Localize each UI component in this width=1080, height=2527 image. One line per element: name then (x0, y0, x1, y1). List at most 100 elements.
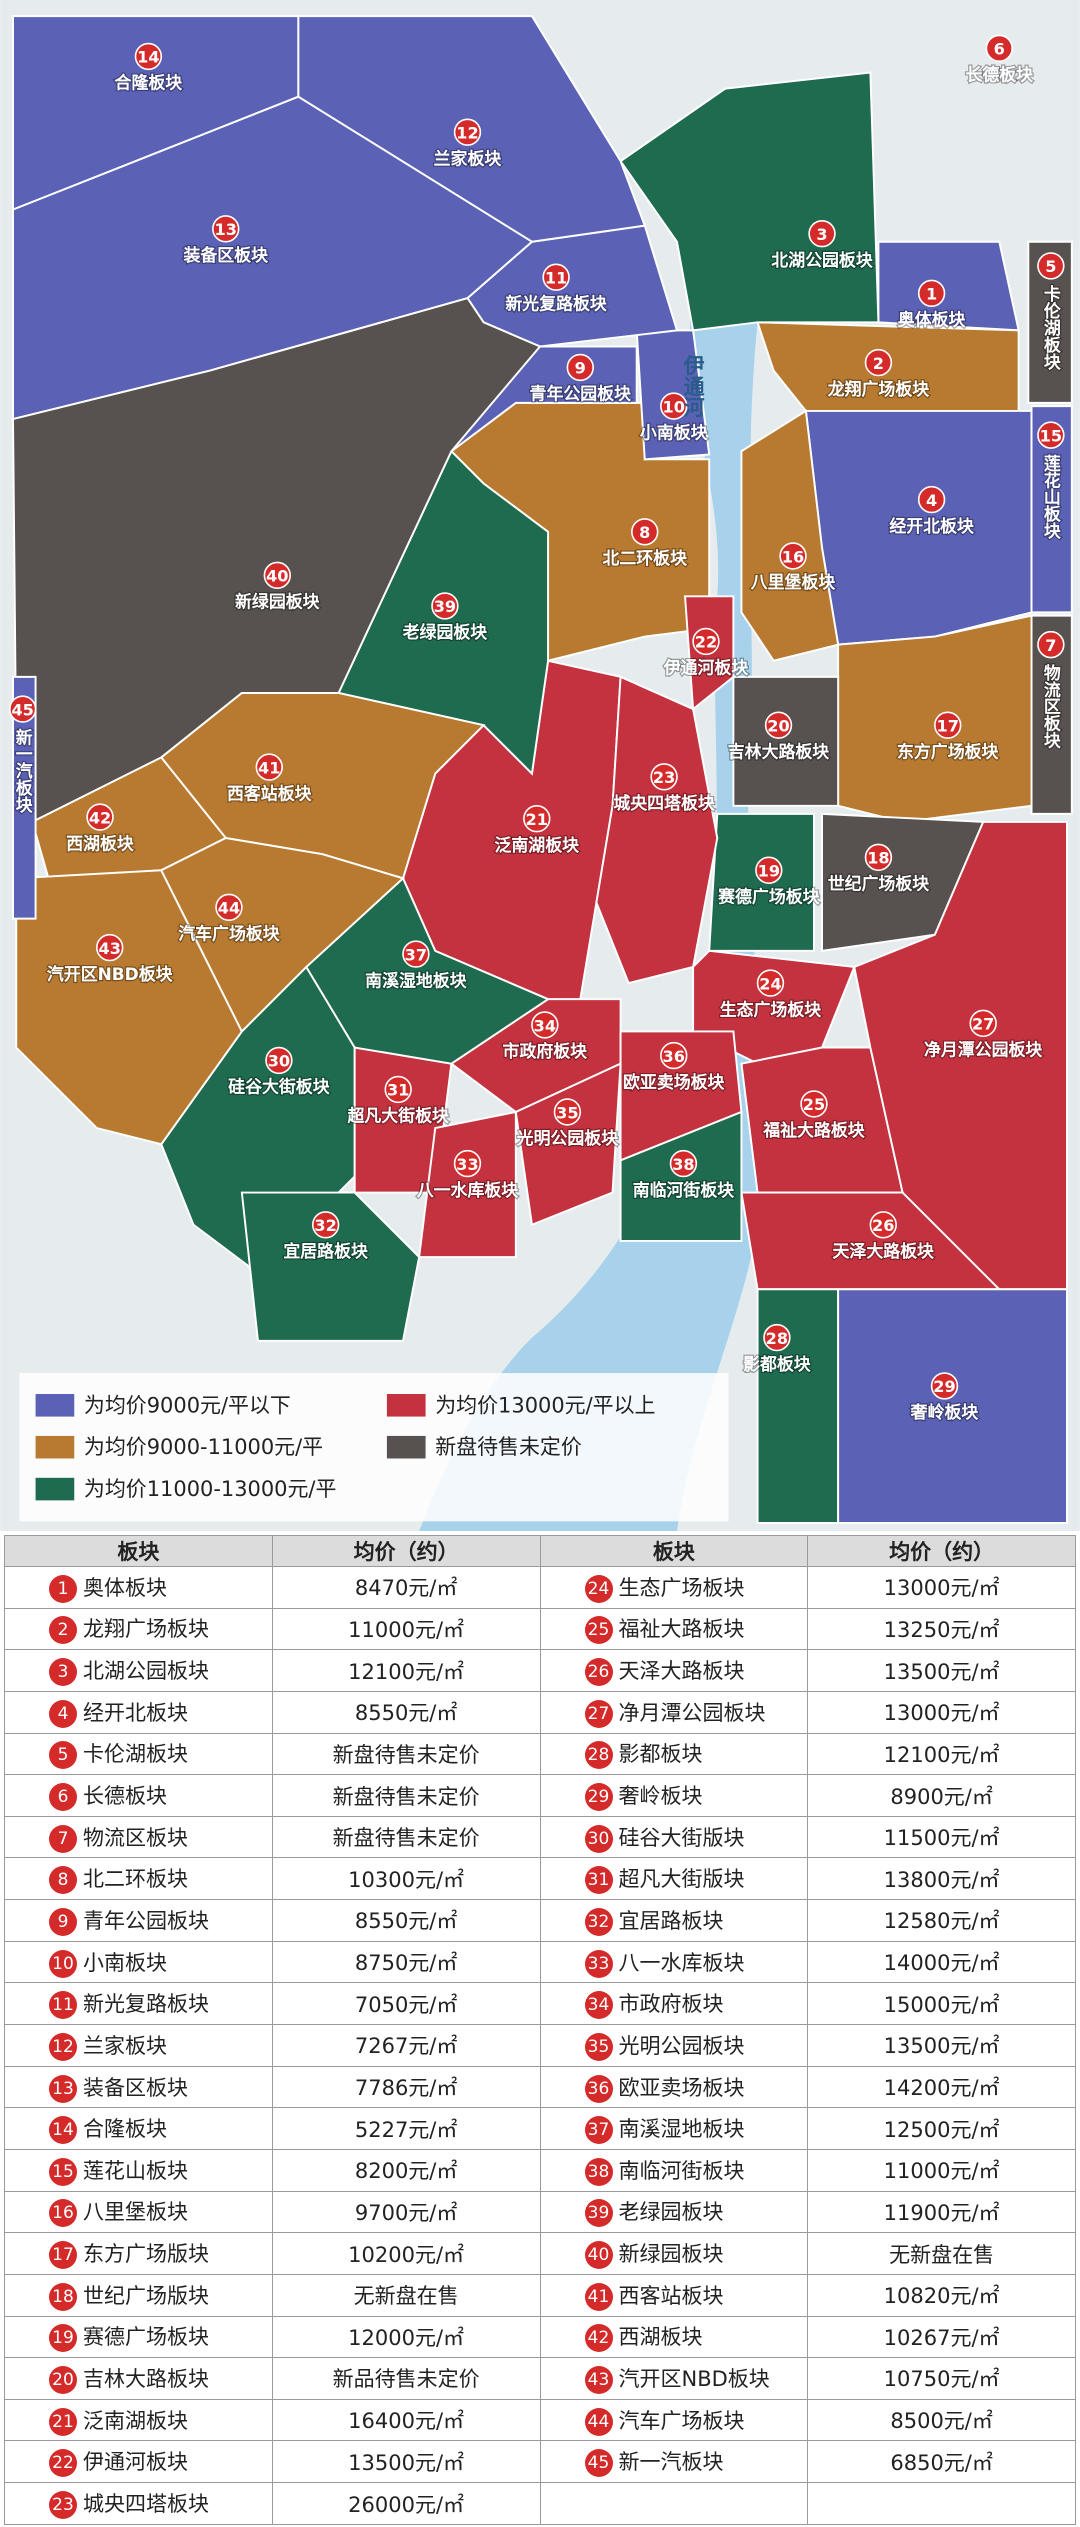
block-price: 8550元/㎡ (271, 1690, 541, 1734)
block-price: 13500元/㎡ (271, 2440, 541, 2484)
block-cell: 11 新光复路板块 (4, 1982, 273, 2026)
region-name: 新光复路板块 (505, 293, 607, 313)
region-name: 汽开区NBD板块 (47, 964, 173, 984)
table-row: 11 新光复路板块 7050元/㎡ 34 市政府板块 15000元/㎡ (4, 1982, 1076, 2026)
table-row: 12 兰家板块 7267元/㎡ 35 光明公园板块 13500元/㎡ (4, 2024, 1076, 2067)
region-name: 光明公园板块 (516, 1128, 619, 1148)
block-number: 42 (584, 2324, 613, 2353)
block-price: 13500元/㎡ (807, 2024, 1076, 2067)
block-number: 23 (49, 2491, 77, 2520)
block-number: 28 (584, 1741, 613, 1770)
region-area (708, 812, 815, 952)
block-name: 兰家板块 (83, 2033, 167, 2058)
block-price: 10200元/㎡ (271, 2232, 541, 2275)
block-number: 32 (584, 1907, 613, 1936)
table-row: 19 赛德广场板块 12000元/㎡ 42 西湖板块 10267元/㎡ (4, 2315, 1076, 2359)
block-name: 生态广场板块 (618, 1575, 745, 1600)
region-number: 43 (98, 939, 120, 958)
region-number-badge (869, 1211, 897, 1239)
region-number-badge (800, 1090, 828, 1118)
region-area (12, 15, 300, 211)
legend-label: 新盘待售未定价 (435, 1435, 582, 1459)
region-labels: 1 奥体板块 2 龙翔广场板块 3 北湖公园板块 4 经开北板块 5 卡伦湖板块 6 长德板块 7 物流区… (8, 34, 1065, 1423)
region-number: 22 (695, 633, 717, 652)
legend-label: 为均价9000-11000元/平 (84, 1435, 323, 1459)
block-number: 38 (584, 2157, 613, 2186)
block-name: 八一水库板块 (618, 1950, 745, 1975)
block-cell: 8 北二环板块 (4, 1857, 273, 1901)
block-cell: 10 小南板块 (4, 1940, 273, 1984)
block-number: 22 (49, 2449, 77, 2478)
region-name: 东方广场板块 (897, 741, 999, 761)
region-number: 17 (937, 717, 959, 736)
block-cell: 22 伊通河板块 (4, 2440, 273, 2484)
block-price: 13000元/㎡ (807, 1566, 1076, 1609)
block-cell: 20 吉林大路板块 (4, 2357, 273, 2400)
region-number-badge (669, 1149, 698, 1178)
block-cell: 45 新一汽板块 (539, 2440, 809, 2484)
column-header: 板块 (539, 1535, 809, 1567)
region-number: 25 (803, 1095, 825, 1114)
block-name: 世纪广场版块 (83, 2283, 209, 2308)
table-row: 3 北湖公园板块 12100元/㎡ 26 天泽大路板块 13500元/㎡ (4, 1649, 1076, 1692)
region-number-badge (864, 348, 893, 377)
region-area (837, 1288, 1068, 1524)
region-number: 40 (266, 567, 288, 586)
region-name: 汽车广场板块 (178, 924, 280, 944)
block-price: 14200元/㎡ (807, 2065, 1076, 2109)
block-name: 八里堡板块 (83, 2200, 188, 2225)
block-number: 27 (584, 1699, 613, 1728)
region-number-badge (917, 279, 946, 308)
block-name: 西客站板块 (618, 2283, 724, 2308)
region-number: 21 (526, 810, 548, 829)
region-area (619, 71, 880, 332)
region-number-badge (1037, 630, 1065, 659)
block-name: 影都板块 (618, 1742, 703, 1767)
region-number: 16 (782, 547, 804, 566)
table-row: 1 奥体板块 8470元/㎡ 24 生态广场板块 13000元/㎡ (4, 1566, 1076, 1609)
block-cell: 25 福祉大路板块 (539, 1607, 809, 1651)
block-number: 39 (584, 2199, 613, 2228)
block-cell: 35 光明公园板块 (539, 2024, 809, 2067)
region-name: 西湖板块 (66, 833, 134, 853)
block-number: 11 (49, 1991, 77, 2020)
block-cell: 5 卡伦湖板块 (4, 1732, 273, 1776)
block-price: 新品待售未定价 (271, 2357, 541, 2400)
block-number: 24 (584, 1574, 613, 1603)
block-number: 1 (49, 1574, 77, 1603)
block-name: 伊通河板块 (83, 2450, 188, 2475)
empty-cell (807, 2482, 1076, 2525)
region-name: 西客站板块 (227, 783, 312, 803)
block-price: 8200元/㎡ (271, 2148, 541, 2192)
table-row: 2 龙翔广场板块 11000元/㎡ 25 福祉大路板块 13250元/㎡ (4, 1607, 1076, 1651)
region-name: 装备区板块 (182, 245, 268, 265)
block-price: 13250元/㎡ (807, 1607, 1076, 1651)
table-row: 20 吉林大路板块 新品待售未定价 43 汽开区NBD板块 10750元/㎡ (4, 2357, 1076, 2400)
region-name: 超凡大街板块 (347, 1106, 449, 1126)
block-cell: 6 长德板块 (4, 1774, 273, 1817)
block-number: 37 (584, 2116, 613, 2145)
region-area (514, 1062, 622, 1227)
block-number: 29 (584, 1783, 613, 1812)
region-number-badge (631, 518, 659, 546)
region-number-badge (756, 969, 785, 997)
region-number-badge (566, 353, 594, 382)
block-number: 33 (584, 1949, 613, 1978)
table-row: 7 物流区板块 新盘待售未定价 30 硅谷大街版块 11500元/㎡ (4, 1815, 1076, 1859)
region-number: 28 (766, 1329, 788, 1348)
region-area (240, 1191, 421, 1342)
block-name: 汽开区NBD板块 (618, 2366, 770, 2391)
region-number: 33 (456, 1155, 478, 1174)
region-number: 44 (218, 899, 240, 918)
region-number: 24 (759, 974, 781, 993)
region-name: 福祉大路板块 (762, 1120, 865, 1140)
region-number: 23 (653, 768, 675, 787)
column-header: 板块 (4, 1535, 273, 1567)
block-cell: 19 赛德广场板块 (4, 2315, 273, 2359)
table-row: 8 北二环板块 10300元/㎡ 31 超凡大街版块 13800元/㎡ (4, 1857, 1076, 1901)
region-number-badge (985, 34, 1013, 63)
table-row: 10 小南板块 8750元/㎡ 33 八一水库板块 14000元/㎡ (4, 1940, 1076, 1984)
region-number-badge (553, 1098, 582, 1126)
regions (12, 15, 1073, 1524)
